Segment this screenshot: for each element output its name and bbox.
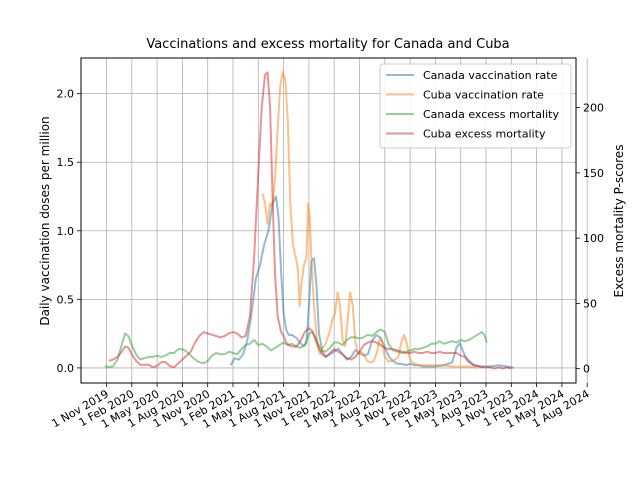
right-y-axis: 0 50 100 150 200 <box>576 102 604 376</box>
legend-label: Cuba vaccination rate <box>423 89 544 102</box>
right-y-axis-label: Excess mortality P-scores <box>612 145 626 298</box>
right-tick-label: 100 <box>583 232 604 245</box>
legend-box <box>379 63 572 149</box>
right-tick-label: 50 <box>583 297 597 310</box>
left-tick-label: 0.5 <box>57 293 75 306</box>
chart-title: Vaccinations and excess mortality for Ca… <box>146 37 509 52</box>
plot-frame <box>80 57 577 384</box>
left-tick-label: 1.0 <box>57 225 75 238</box>
right-tick-label: 150 <box>583 167 604 180</box>
legend-label: Cuba excess mortality <box>423 128 546 141</box>
left-tick-label: 2.0 <box>57 88 75 101</box>
left-y-axis-label: Daily vaccination doses per million <box>38 116 52 325</box>
left-y-axis: 0.0 0.5 1.0 1.5 2.0 <box>57 88 81 375</box>
right-tick-label: 0 <box>583 363 590 376</box>
legend: Canada vaccination rate Cuba vaccination … <box>379 63 572 149</box>
series-line-2 <box>261 70 478 369</box>
right-tick-label: 200 <box>583 102 604 115</box>
left-tick-label: 0.0 <box>57 362 75 375</box>
series-lines <box>104 70 515 370</box>
left-tick-label: 1.5 <box>57 156 75 169</box>
legend-label: Canada excess mortality <box>423 108 559 121</box>
legend-label: Canada vaccination rate <box>423 69 558 82</box>
series-line-3 <box>104 328 488 369</box>
series-line-4 <box>108 71 512 370</box>
